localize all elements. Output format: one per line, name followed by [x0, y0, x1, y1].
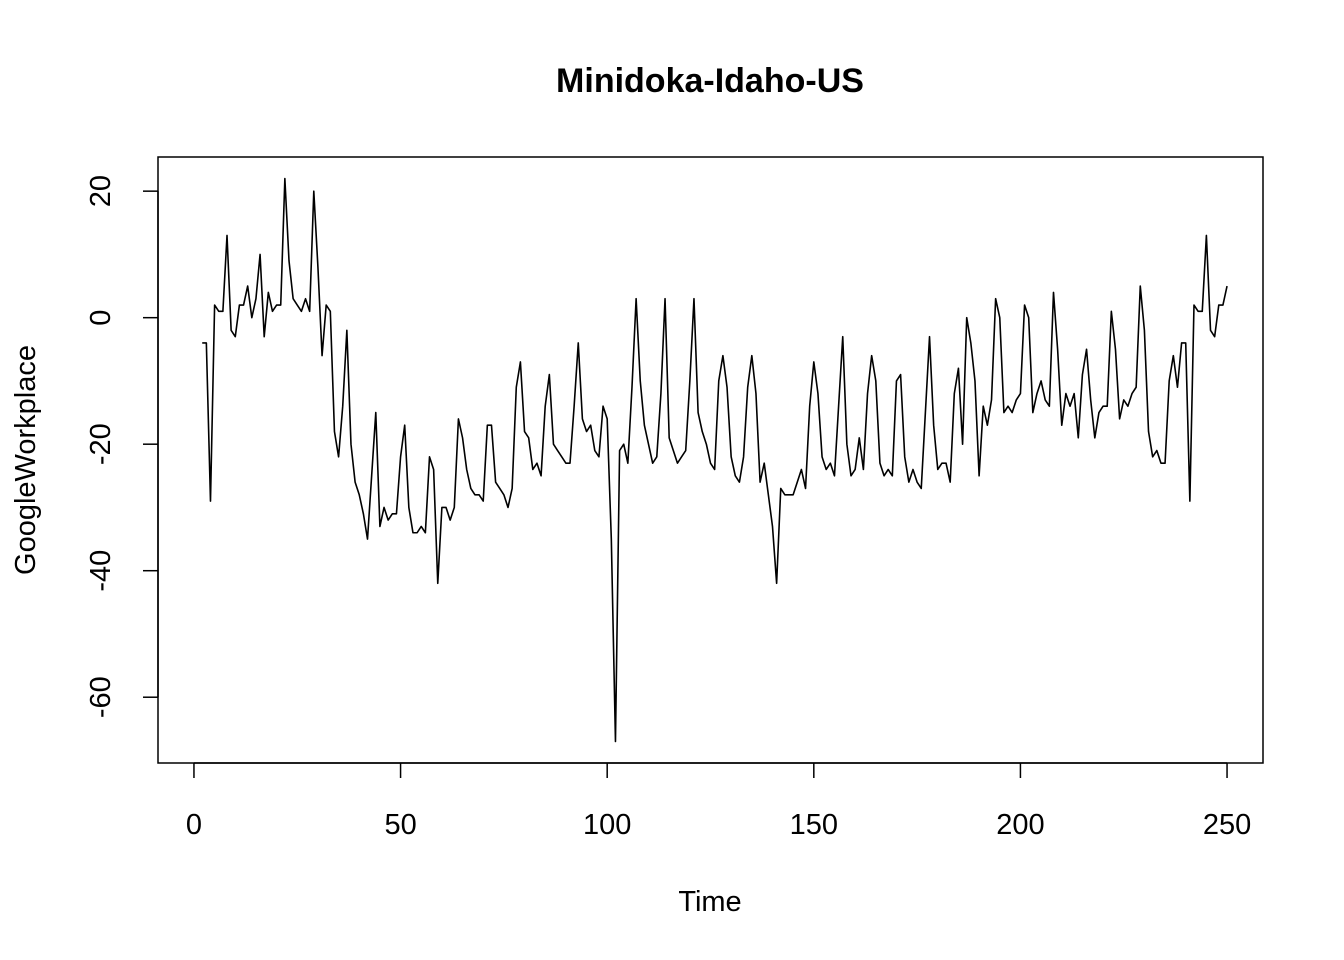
y-tick-label: 0: [85, 310, 117, 326]
y-tick-label: 20: [85, 175, 117, 207]
y-tick-label: -20: [85, 423, 117, 465]
series-line: [202, 177, 1228, 743]
y-axis: -60 -40 -20 0 20: [85, 175, 159, 718]
x-tick-label: 50: [384, 809, 416, 841]
x-axis: 0 50 100 150 200 250: [186, 762, 1251, 841]
x-tick-label: 200: [996, 809, 1044, 841]
x-tick-label: 250: [1203, 809, 1251, 841]
y-axis-title: GoogleWorkplace: [10, 345, 42, 575]
y-tick-label: -40: [85, 550, 117, 592]
chart-title: Minidoka-Idaho-US: [556, 62, 864, 100]
y-tick-label: -60: [85, 676, 117, 718]
x-tick-label: 0: [186, 809, 202, 841]
x-tick-label: 150: [790, 809, 838, 841]
x-axis-title: Time: [678, 886, 741, 918]
x-tick-label: 100: [583, 809, 631, 841]
